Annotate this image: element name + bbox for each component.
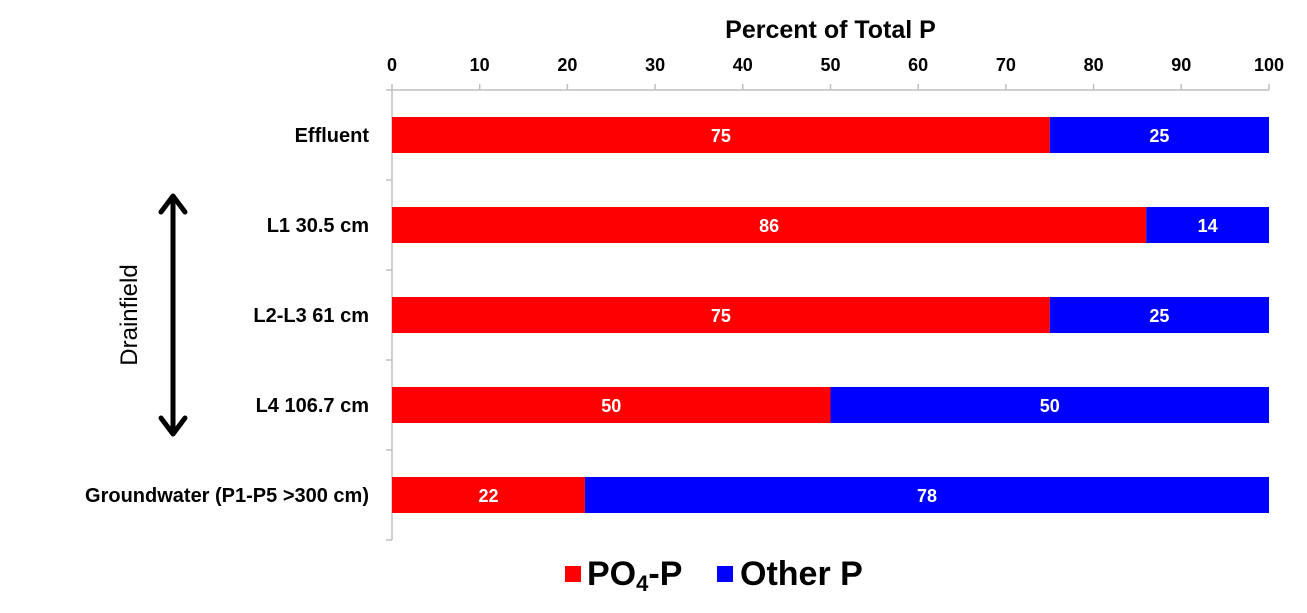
data-label: 50 bbox=[601, 396, 621, 416]
bar-po4-p bbox=[392, 207, 1147, 243]
arrow-head-up-icon bbox=[158, 193, 188, 215]
x-tick-label: 50 bbox=[820, 55, 840, 75]
category-label: Effluent bbox=[295, 125, 370, 147]
data-label: 25 bbox=[1149, 306, 1169, 326]
bar-other-p bbox=[1049, 297, 1269, 333]
bar-po4-p bbox=[392, 387, 831, 423]
data-label: 78 bbox=[917, 486, 937, 506]
x-tick-label: 60 bbox=[908, 55, 928, 75]
x-tick-label: 70 bbox=[996, 55, 1016, 75]
legend: PO4-P Other P bbox=[565, 555, 863, 596]
data-label: 50 bbox=[1040, 396, 1060, 416]
x-tick-label: 30 bbox=[645, 55, 665, 75]
category-labels: Effluent L1 30.5 cm L2-L3 61 cm L4 106.7 cm… bbox=[85, 125, 369, 507]
category-label: L1 30.5 cm bbox=[267, 215, 369, 237]
x-tick-label: 80 bbox=[1084, 55, 1104, 75]
data-label: 86 bbox=[759, 216, 779, 236]
bar-other-p bbox=[830, 387, 1269, 423]
category-label: Groundwater (P1-P5 >300 cm) bbox=[85, 485, 369, 507]
x-axis-title: Percent of Total P bbox=[725, 16, 936, 44]
bar-other-p bbox=[584, 477, 1269, 513]
bar-po4-p bbox=[392, 117, 1050, 153]
x-tick-label: 90 bbox=[1171, 55, 1191, 75]
x-tick-label: 40 bbox=[733, 55, 753, 75]
data-label: 22 bbox=[478, 486, 498, 506]
category-label: L4 106.7 cm bbox=[256, 395, 369, 417]
legend-swatch-other-p bbox=[717, 566, 733, 582]
legend-label-other-p: Other P bbox=[740, 555, 863, 593]
bar-other-p bbox=[1146, 207, 1269, 243]
drainfield-annotation: Drainfield bbox=[116, 193, 188, 437]
arrow-head-down-icon bbox=[158, 415, 188, 437]
data-label: 75 bbox=[711, 126, 731, 146]
bar-po4-p bbox=[392, 297, 1050, 333]
bar-po4-p bbox=[392, 477, 585, 513]
drainfield-label: Drainfield bbox=[116, 264, 143, 365]
data-label: 75 bbox=[711, 306, 731, 326]
category-label: L2-L3 61 cm bbox=[253, 305, 369, 327]
data-label: 25 bbox=[1149, 126, 1169, 146]
x-tick-label: 100 bbox=[1254, 55, 1284, 75]
legend-label-po4-p: PO4-P bbox=[587, 555, 682, 596]
x-tick-label: 0 bbox=[387, 55, 397, 75]
x-tick-label: 10 bbox=[470, 55, 490, 75]
x-axis: Percent of Total P 0 10 20 30 40 50 60 70 80 90 100 bbox=[386, 16, 1284, 541]
bars-group: 75 25 86 14 75 25 50 50 22 78 bbox=[392, 117, 1269, 513]
x-tick-label: 20 bbox=[557, 55, 577, 75]
bar-other-p bbox=[1049, 117, 1269, 153]
legend-swatch-po4-p bbox=[565, 566, 581, 582]
data-label: 14 bbox=[1198, 216, 1218, 236]
